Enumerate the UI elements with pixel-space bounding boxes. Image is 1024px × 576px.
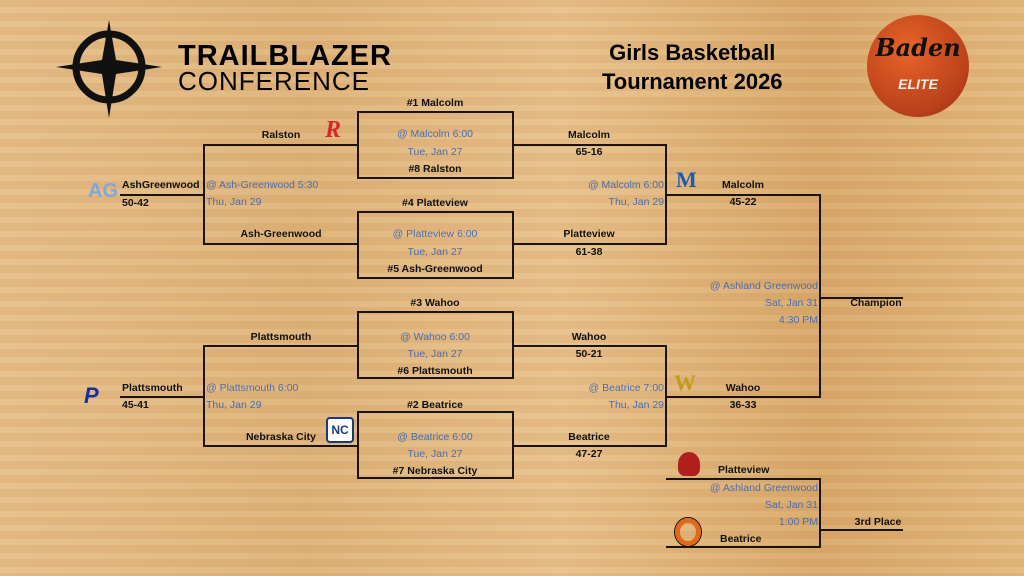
score: 61-38 bbox=[575, 246, 603, 258]
venue: @ Wahoo 6:00 bbox=[400, 331, 470, 343]
date: Thu, Jan 29 bbox=[608, 399, 664, 411]
seed-top: #2 Beatrice bbox=[406, 399, 464, 411]
conference-name-line2: CONFERENCE bbox=[178, 66, 371, 96]
winner: Beatrice bbox=[568, 431, 610, 443]
winner: Wahoo bbox=[571, 331, 607, 343]
wahoo-logo-icon: W bbox=[674, 370, 696, 395]
seed-bottom: #8 Ralston bbox=[408, 163, 462, 175]
seed-bottom: #6 Plattsmouth bbox=[397, 365, 473, 377]
platteview-logo-icon bbox=[678, 452, 700, 476]
venue: @ Beatrice 7:00 bbox=[588, 382, 664, 394]
seed-top: #1 Malcolm bbox=[406, 97, 464, 109]
date: Sat, Jan 31 bbox=[764, 297, 818, 309]
venue: @ Beatrice 6:00 bbox=[397, 431, 473, 443]
date: Thu, Jan 29 bbox=[206, 196, 262, 208]
basketball-logo: Baden ELITE bbox=[867, 15, 969, 117]
plattsmouth-logo-icon: P bbox=[84, 383, 99, 408]
date: Tue, Jan 27 bbox=[407, 146, 463, 158]
date: Sat, Jan 31 bbox=[764, 499, 818, 511]
score: 45-41 bbox=[122, 399, 149, 411]
nebraska-city-logo-icon: NC bbox=[326, 417, 354, 443]
date: Thu, Jan 29 bbox=[206, 399, 262, 411]
winner: Wahoo bbox=[725, 382, 761, 394]
score: 45-22 bbox=[729, 196, 757, 208]
team-bottom: Ash-Greenwood bbox=[240, 228, 322, 240]
venue: @ Malcolm 6:00 bbox=[396, 128, 474, 140]
winner: AshGreenwood bbox=[122, 179, 200, 191]
beatrice-logo-icon bbox=[675, 518, 701, 546]
winner: Plattsmouth bbox=[122, 382, 183, 394]
score: 65-16 bbox=[575, 146, 603, 158]
score: 50-42 bbox=[122, 197, 149, 209]
date: Thu, Jan 29 bbox=[608, 196, 664, 208]
ash-greenwood-logo-icon: AG bbox=[88, 180, 118, 202]
time: 1:00 PM bbox=[778, 516, 818, 528]
seed-bottom: #7 Nebraska City bbox=[392, 465, 478, 477]
venue: @ Plattsmouth 6:00 bbox=[206, 382, 299, 394]
winner: Malcolm bbox=[567, 129, 611, 141]
winner: Malcolm bbox=[721, 179, 765, 191]
venue: @ Ash-Greenwood 5:30 bbox=[206, 179, 319, 191]
third-place-label: 3rd Place bbox=[854, 516, 902, 528]
malcolm-logo-icon: M bbox=[676, 167, 697, 192]
date: Tue, Jan 27 bbox=[407, 448, 463, 460]
venue: @ Ashland Greenwood bbox=[709, 482, 818, 494]
team-top: Ralston bbox=[261, 129, 301, 141]
time: 4:30 PM bbox=[778, 314, 818, 326]
winner: Platteview bbox=[563, 228, 615, 240]
score: 47-27 bbox=[575, 448, 603, 460]
date: Tue, Jan 27 bbox=[407, 348, 463, 360]
venue: @ Platteview 6:00 bbox=[392, 228, 478, 240]
page-title: Girls Basketball Tournament 2026 bbox=[602, 40, 783, 94]
date: Tue, Jan 27 bbox=[407, 246, 463, 258]
score: 36-33 bbox=[729, 399, 757, 411]
ralston-logo-icon: R bbox=[325, 117, 342, 143]
team-top: Plattsmouth bbox=[250, 331, 312, 343]
champion-label: Champion bbox=[850, 297, 902, 309]
seed-top: #3 Wahoo bbox=[410, 297, 460, 309]
venue: @ Ashland Greenwood bbox=[709, 280, 818, 292]
conference-name-line1: TRAILBLAZER bbox=[178, 40, 392, 72]
compass-icon bbox=[56, 20, 162, 118]
score: 50-21 bbox=[575, 348, 603, 360]
team-bottom: Nebraska City bbox=[245, 431, 317, 443]
seed-bottom: #5 Ash-Greenwood bbox=[387, 263, 483, 275]
team-bottom: Beatrice bbox=[720, 533, 762, 545]
seed-top: #4 Platteview bbox=[402, 197, 468, 209]
team-top: Platteview bbox=[718, 464, 770, 476]
venue: @ Malcolm 6:00 bbox=[587, 179, 664, 191]
